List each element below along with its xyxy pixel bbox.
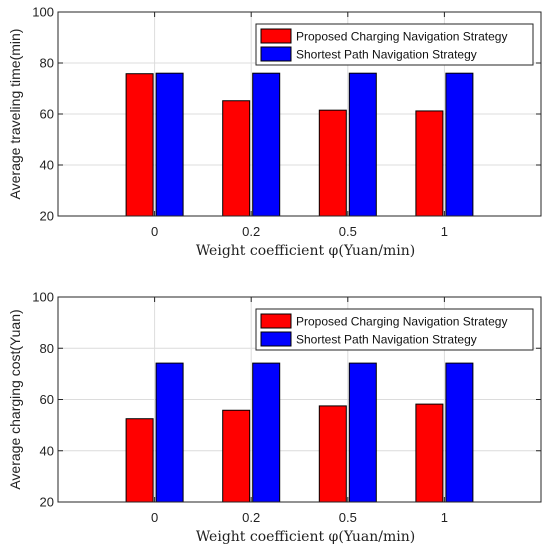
- bar-shortest-1: [445, 72, 474, 217]
- bar-proposed-0: [125, 418, 154, 503]
- legend-box: [255, 308, 534, 351]
- y-axis-label: Average traveling time(min): [7, 29, 23, 200]
- bar-shortest-0.5: [348, 362, 377, 503]
- legend-label: Proposed Charging Navigation Strategy: [296, 315, 507, 329]
- bar-proposed-0.2: [222, 100, 251, 217]
- legend-swatch: [260, 313, 292, 329]
- bar-proposed-0.5: [318, 109, 347, 217]
- legend-label: Shortest Path Navigation Strategy: [296, 333, 477, 347]
- chart-panel-1: 20 40 60 80 100 0 0.2 0.5 1 Weight coefficient φ(…: [7, 5, 542, 259]
- y-axis-label: Average charging cost(Yuan): [7, 309, 23, 489]
- y-tick-label: 20: [40, 209, 54, 224]
- y-tick-label: 20: [40, 495, 54, 510]
- x-tick-label: 0.2: [242, 224, 260, 239]
- legend-swatch: [260, 331, 292, 347]
- bar-proposed-1: [415, 110, 444, 217]
- legend: Proposed Charging Navigation Strategy Sho…: [255, 308, 534, 351]
- y-tick-label: 80: [40, 56, 54, 71]
- y-tick-label: 60: [40, 392, 54, 407]
- y-tick-label: 40: [40, 158, 54, 173]
- legend-swatch: [260, 46, 292, 62]
- y-tick-label: 80: [40, 341, 54, 356]
- bar-shortest-0.5: [348, 72, 377, 217]
- x-tick-label: 0.2: [242, 510, 260, 525]
- y-tick-label: 100: [32, 290, 54, 305]
- x-tick-label: 1: [441, 510, 448, 525]
- legend-label: Shortest Path Navigation Strategy: [296, 48, 477, 62]
- bar-proposed-0: [125, 73, 154, 217]
- x-axis-label: Weight coefficient φ(Yuan/min): [196, 529, 415, 545]
- x-tick-label: 0.5: [339, 510, 357, 525]
- bar-proposed-0.2: [222, 409, 251, 503]
- chart-panel-2: 20 40 60 80 100 0 0.2 0.5 1 Weight coefficient φ(…: [7, 290, 542, 545]
- bar-shortest-0: [155, 72, 184, 217]
- x-tick-label: 1: [441, 224, 448, 239]
- bar-shortest-0.2: [252, 362, 281, 503]
- x-tick-label: 0: [151, 510, 158, 525]
- x-tick-label: 0.5: [339, 224, 357, 239]
- bar-shortest-0: [155, 362, 184, 503]
- bar-proposed-0.5: [318, 405, 347, 503]
- legend-label: Proposed Charging Navigation Strategy: [296, 30, 507, 44]
- y-tick-label: 100: [32, 5, 54, 20]
- bar-proposed-1: [415, 403, 444, 503]
- bar-shortest-0.2: [252, 72, 281, 217]
- legend-box: [255, 23, 534, 66]
- y-tick-label: 60: [40, 107, 54, 122]
- legend-swatch: [260, 28, 292, 44]
- x-axis-label: Weight coefficient φ(Yuan/min): [196, 243, 415, 259]
- legend: Proposed Charging Navigation Strategy Sho…: [255, 23, 534, 66]
- x-tick-label: 0: [151, 224, 158, 239]
- y-tick-label: 40: [40, 443, 54, 458]
- bar-shortest-1: [445, 362, 474, 503]
